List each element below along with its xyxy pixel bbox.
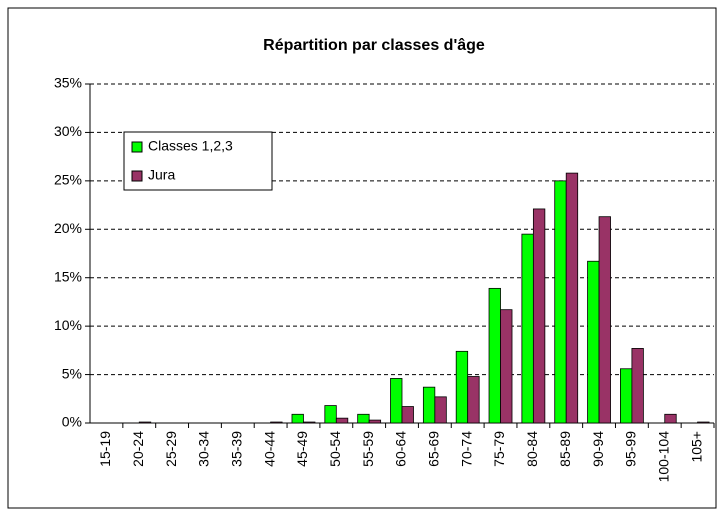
bar — [368, 419, 382, 424]
y-tick-label: 15% — [54, 268, 82, 284]
x-tick-label: 100-104 — [655, 431, 671, 483]
x-tick-label: 25-29 — [163, 431, 179, 467]
bar — [631, 348, 644, 424]
x-tick-label: 60-64 — [393, 431, 409, 467]
y-tick-label: 25% — [54, 172, 82, 188]
bar — [664, 413, 677, 424]
chart-border — [7, 7, 717, 509]
x-tick-label: 50-54 — [327, 431, 343, 467]
bar — [138, 421, 152, 424]
y-tick-label: 20% — [54, 220, 82, 236]
bar — [532, 208, 546, 424]
x-tick-label: 40-44 — [261, 431, 277, 467]
x-tick-label: 30-34 — [196, 431, 212, 467]
legend-label: Classes 1,2,3 — [148, 138, 233, 154]
legend-swatch — [131, 141, 143, 153]
bar — [554, 180, 567, 424]
bar — [620, 368, 633, 424]
bar — [422, 386, 436, 424]
x-tick-label: 105+ — [688, 431, 704, 463]
x-tick-label: 65-69 — [426, 431, 442, 467]
x-tick-label: 95-99 — [623, 431, 639, 467]
bar — [500, 309, 513, 424]
bar — [335, 417, 349, 424]
x-tick-label: 90-94 — [590, 431, 606, 467]
bar — [303, 421, 316, 424]
bar — [565, 172, 579, 424]
bar — [521, 233, 534, 424]
chart-title: Répartition par classes d'âge — [263, 37, 485, 54]
bar — [697, 421, 710, 424]
x-tick-label: 80-84 — [524, 431, 540, 467]
legend-box — [123, 131, 273, 191]
legend-swatch — [131, 170, 143, 182]
bar — [598, 216, 611, 424]
bar — [324, 405, 337, 424]
x-tick-label: 85-89 — [557, 431, 573, 467]
bar — [587, 260, 600, 424]
x-tick-label: 45-49 — [294, 431, 310, 467]
bar — [455, 350, 469, 424]
bar — [467, 376, 480, 424]
y-tick-label: 35% — [54, 75, 82, 91]
y-tick-label: 30% — [54, 123, 82, 139]
bar — [401, 406, 414, 424]
legend-label: Jura — [148, 167, 175, 183]
bar — [434, 396, 447, 424]
x-tick-label: 55-59 — [360, 431, 376, 467]
x-tick-label: 70-74 — [458, 431, 474, 467]
bar — [270, 421, 283, 424]
bar — [488, 287, 501, 424]
y-tick-label: 5% — [62, 365, 82, 381]
bar — [390, 378, 403, 424]
x-tick-label: 20-24 — [130, 431, 146, 467]
x-tick-label: 75-79 — [491, 431, 507, 467]
x-tick-label: 35-39 — [228, 431, 244, 467]
x-tick-label: 15-19 — [97, 431, 113, 467]
bar — [291, 413, 304, 424]
y-tick-label: 0% — [62, 414, 82, 430]
bar — [357, 413, 370, 424]
y-tick-label: 10% — [54, 317, 82, 333]
